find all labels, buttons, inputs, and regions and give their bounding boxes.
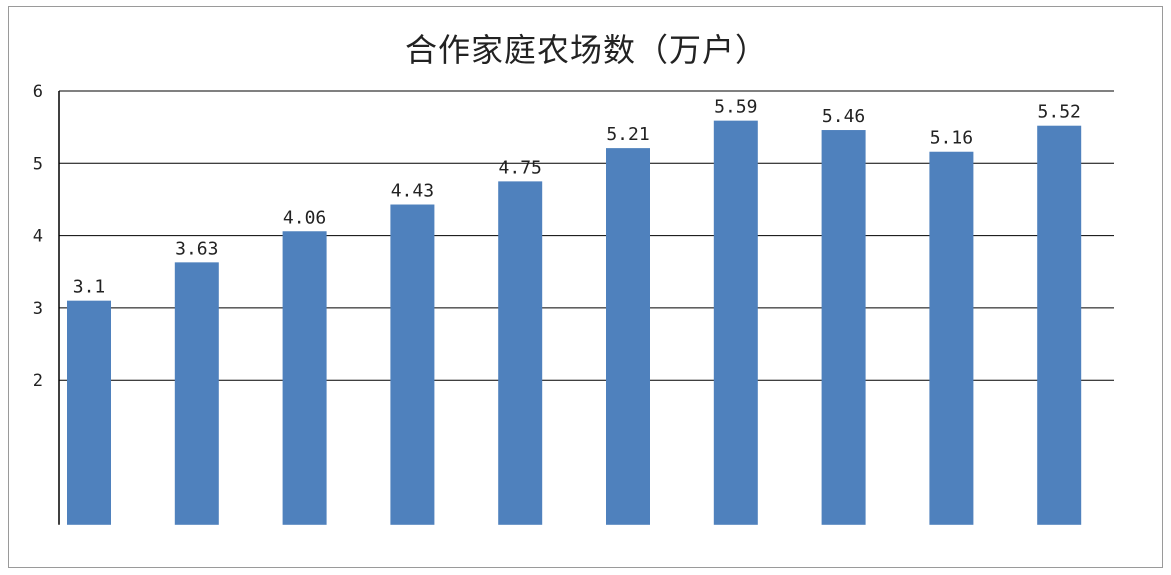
bar [390, 204, 435, 525]
data-label: 5.21 [606, 124, 649, 145]
bar [174, 262, 219, 525]
chart-frame: 合作家庭农场数（万户） 2 3 4 5 6 3.1 3.63 4.06 4.43 4.75 5.21… [8, 6, 1163, 568]
data-label: 5.46 [822, 106, 865, 127]
bar [1037, 125, 1082, 525]
bar [282, 231, 327, 525]
data-label: 4.75 [499, 157, 542, 178]
bar [929, 151, 974, 525]
bar [821, 130, 866, 525]
data-label: 4.43 [391, 181, 434, 202]
data-label: 3.1 [73, 277, 106, 298]
data-label: 5.52 [1038, 102, 1081, 123]
bar [713, 120, 758, 525]
bar [498, 181, 543, 525]
bar [606, 148, 650, 525]
chart-plot: 2 3 4 5 6 3.1 3.63 4.06 4.43 4.75 5.21 5.59 5.46 5.16… [33, 82, 1114, 525]
y-tick-label: 6 [33, 82, 43, 102]
y-tick-label: 2 [33, 371, 43, 391]
data-label: 5.59 [714, 97, 757, 118]
y-tick-label: 5 [33, 154, 43, 174]
y-tick-label: 4 [33, 227, 43, 247]
data-label: 4.06 [283, 207, 326, 228]
y-tick-label: 3 [33, 299, 43, 319]
bar [67, 300, 111, 525]
data-label: 3.63 [175, 238, 218, 259]
data-label: 5.16 [930, 128, 973, 149]
chart-title: 合作家庭农场数（万户） [404, 31, 768, 69]
